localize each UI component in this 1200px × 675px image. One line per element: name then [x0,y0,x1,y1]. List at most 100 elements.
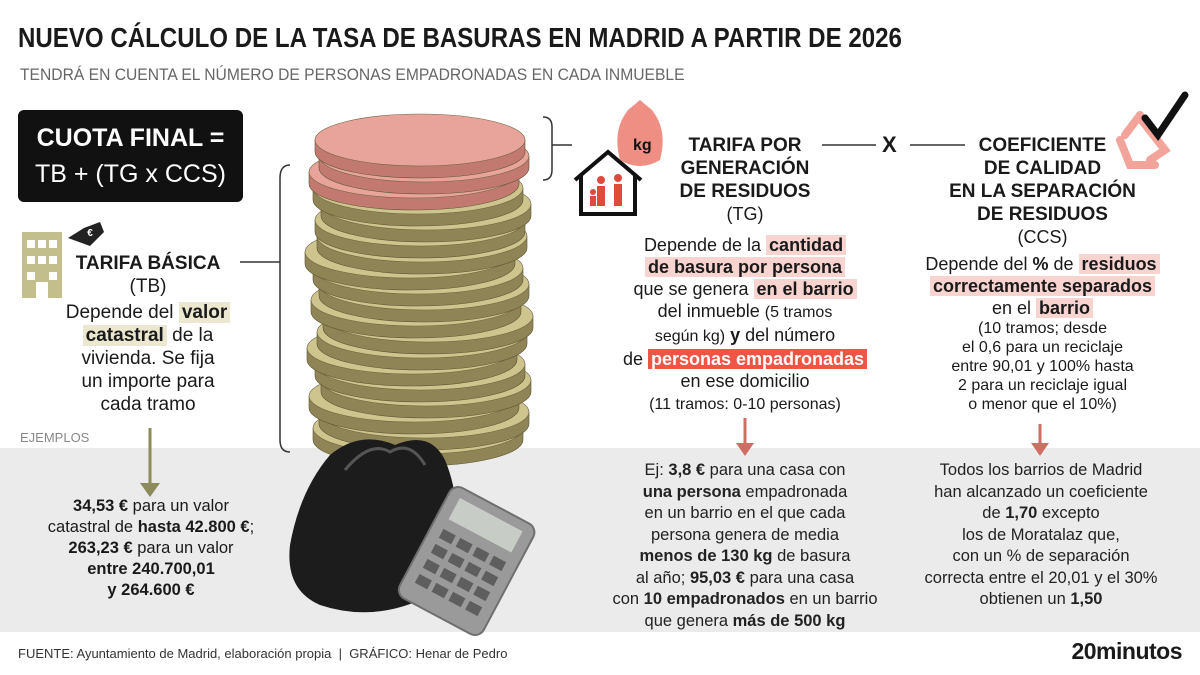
text: para un valor [132,539,234,557]
text: 1,70 [1005,504,1038,522]
text: ; [249,518,255,536]
highlight: residuos [1078,254,1160,274]
tb-block: TARIFA BÁSICA (TB) Depende del valor cat… [38,252,258,416]
text: persona genera de media [650,525,840,544]
text: 10 empadronados [643,590,785,608]
block-title: TARIFA POR [688,135,802,156]
highlight: de basura por persona [644,257,846,277]
block-title: DE RESIDUOS [679,181,811,202]
tg-example: Ej: 3,8 € para una casa con una persona … [598,460,892,632]
text: con [612,590,644,608]
recycle-icon [1116,91,1189,169]
calculator [397,486,536,636]
ccs-block: COEFICIENTE DE CALIDAD EN LA SEPARACIÓN … [905,134,1180,414]
coin [314,113,526,167]
source: FUENTE: Ayuntamiento de Madrid, elaborac… [18,646,508,661]
text: cada tramo [100,394,196,415]
title: NUEVO CÁLCULO DE LA TASA DE BASURAS EN M… [18,22,902,53]
block-title: GENERACIÓN [680,158,810,179]
ccs-example: Todos los barrios de Madrid han alcanzad… [895,460,1187,611]
text: el 0,6 para un reciclaje [962,339,1123,356]
text: Depende del [65,302,179,323]
text: para un valor [128,497,229,515]
icon-label: kg [633,137,652,154]
text: Depende de la [643,235,767,255]
formula-line: TB + (TG x CCS) [35,160,226,188]
highlight: en el barrio [753,279,857,299]
text: entre 240.700,01 [87,560,215,578]
block-abbr: (CCS) [1017,227,1068,247]
text: y [725,325,741,345]
text: una persona [642,482,741,501]
text: 263,23 € [68,539,133,557]
block-title: TARIFA BÁSICA [75,253,221,274]
text: 3,8 € [668,461,706,479]
text: empadronada [740,482,848,501]
text: 1,50 [1070,590,1103,608]
block-abbr: (TG) [726,204,764,224]
block-title: EN LA SEPARACIÓN [949,181,1136,202]
text: catastral de [47,518,138,536]
text: han alcanzado un coeficiente [934,482,1148,501]
block-title: COEFICIENTE [978,135,1107,156]
text: en el [991,298,1037,318]
text: 2 para un reciclaje igual [958,377,1127,394]
block-text: Depende de la cantidad de basura por per… [600,234,890,416]
text: según kg) [654,328,726,345]
text: de [1048,254,1079,274]
text: con un % de separación [952,547,1130,565]
arrow [140,428,160,497]
text: Todos los barrios de Madrid [939,461,1143,479]
text: 95,03 € [689,568,745,587]
formula-line: CUOTA FINAL = [36,124,225,152]
examples-band [0,448,1200,632]
text: para una casa [745,568,855,587]
text: en un barrio en el que cada [644,504,846,522]
svg-text:€: € [87,228,93,239]
examples-label: EJEMPLOS [20,430,90,445]
text: vivienda. Se fija [81,348,215,369]
tg-block: TARIFA POR GENERACIÓN DE RESIDUOS (TG) D… [600,134,890,416]
block-title: DE CALIDAD [983,158,1102,179]
text: del inmueble [657,301,765,321]
text: entre 90,01 y 100% hasta [951,358,1134,375]
text: los de Moratalaz que, [962,525,1120,544]
text: Depende del [925,254,1033,274]
text: correcta entre el 20,01 y el 30% [924,568,1158,587]
text: (11 tramos: 0-10 personas) [649,396,841,413]
logo: 20minutos [1071,638,1182,664]
text: que se genera [633,279,754,299]
text: y 264.600 € [107,581,195,599]
operator: X [882,132,897,157]
text: en ese domicilio [680,371,810,391]
tb-example: 34,53 € para un valor catastral de hasta… [20,496,282,601]
text: de la [166,325,214,346]
highlight: barrio [1036,298,1094,318]
text: que genera [644,611,733,630]
formula-box: CUOTA FINAL = TB + (TG x CCS) [18,110,243,202]
text: % [1032,254,1049,274]
text: un importe para [81,371,215,392]
arrow [736,418,754,456]
block-abbr: (TB) [129,276,167,297]
building-icon: € [22,222,104,298]
subtitle: TENDRÁ EN CUENTA EL NÚMERO DE PERSONAS E… [20,65,685,84]
text: hasta 42.800 € [137,518,250,536]
text: (10 tramos; desde [978,320,1107,337]
text: de [982,504,1006,522]
text: para una casa con [705,461,846,479]
text: 34,53 € [73,497,129,515]
block-text: Depende del % de residuos correctamente … [905,253,1180,414]
house-icon [573,100,663,216]
bag-tie [343,446,427,471]
block-title: DE RESIDUOS [977,204,1108,225]
text: del número [740,325,836,345]
bracket [542,116,553,181]
text: al año; [635,568,690,587]
small-text: (10 tramos; desde el 0,6 para un recicla… [905,319,1180,414]
text: menos de 130 kg [639,547,773,565]
highlight: cantidad [766,235,847,255]
highlight: valor [178,302,231,323]
